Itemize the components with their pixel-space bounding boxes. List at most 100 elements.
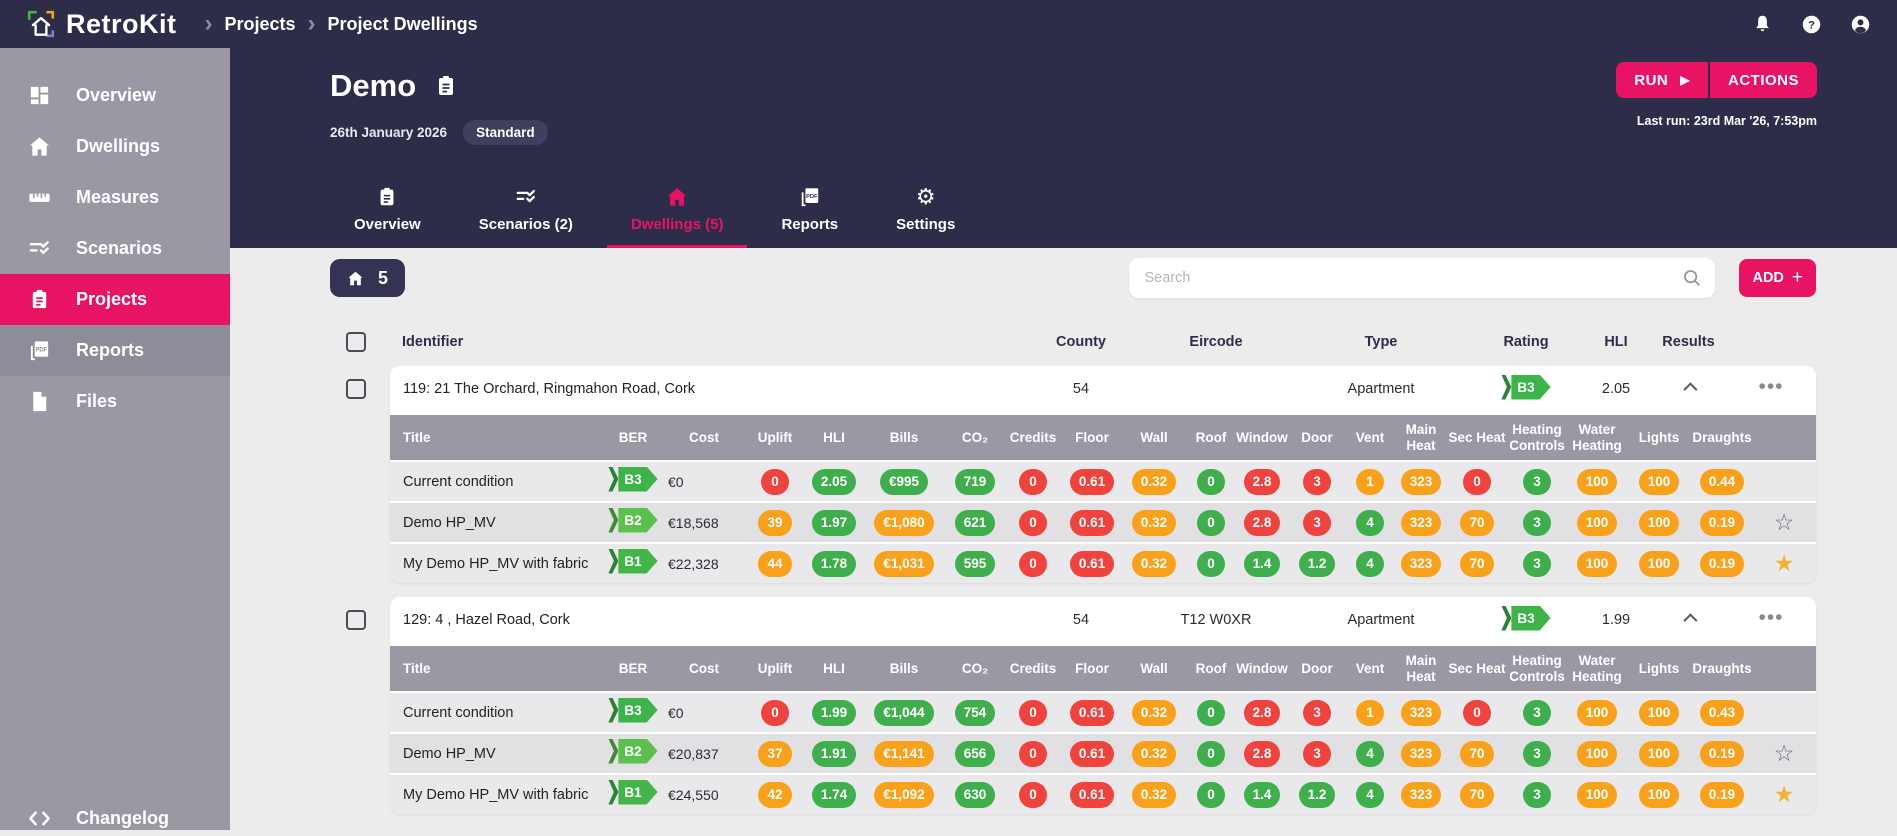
sidebar-item-overview[interactable]: Overview bbox=[0, 70, 230, 121]
tab-overview[interactable]: Overview bbox=[330, 179, 445, 248]
project-type-badge: Standard bbox=[463, 120, 548, 145]
scenario-row[interactable]: Current condition B3 €001.99€1,04475400.… bbox=[390, 691, 1816, 732]
metric-pill: 70 bbox=[1460, 782, 1493, 808]
project-header: Demo 26th January 2026 Standard RUN ▶ AC… bbox=[230, 48, 1897, 248]
sidebar-item-measures[interactable]: Measures bbox=[0, 172, 230, 223]
metric-pill: 100 bbox=[1639, 700, 1680, 726]
scenario-col-header: Door bbox=[1301, 661, 1333, 676]
dwelling-summary-row[interactable]: 119: 21 The Orchard, Ringmahon Road, Cor… bbox=[390, 366, 1816, 412]
top-navbar: RetroKit › Projects › Project Dwellings … bbox=[0, 0, 1897, 48]
sidebar-item-files[interactable]: Files bbox=[0, 376, 230, 427]
metric-pill: 595 bbox=[955, 551, 996, 577]
metric-pill: 0 bbox=[1019, 782, 1047, 808]
metric-pill: 1.2 bbox=[1299, 782, 1336, 808]
breadcrumb-projects[interactable]: Projects bbox=[225, 14, 296, 35]
scenario-col-header: CO₂ bbox=[962, 430, 988, 445]
metric-pill: 0.19 bbox=[1700, 782, 1744, 808]
project-date: 26th January 2026 bbox=[330, 125, 447, 140]
metric-pill: 100 bbox=[1639, 782, 1680, 808]
tab-scenarios-2[interactable]: Scenarios (2) bbox=[455, 179, 597, 248]
favorite-star-icon[interactable]: ★ bbox=[1774, 781, 1795, 807]
row-menu-icon[interactable]: ••• bbox=[1758, 606, 1783, 629]
favorite-star-icon[interactable]: ★ bbox=[1774, 550, 1795, 576]
account-icon[interactable] bbox=[1850, 14, 1871, 35]
metric-pill: 2.8 bbox=[1244, 510, 1281, 536]
scenario-ber: B3 bbox=[608, 698, 657, 728]
metric-pill: 37 bbox=[758, 741, 791, 767]
svg-text:?: ? bbox=[1808, 19, 1815, 31]
metric-pill: 0 bbox=[1197, 510, 1225, 536]
favorite-star-icon[interactable]: ☆ bbox=[1774, 740, 1795, 766]
metric-pill: €1,044 bbox=[874, 700, 933, 726]
row-checkbox[interactable] bbox=[346, 379, 366, 399]
metric-pill: 100 bbox=[1639, 551, 1680, 577]
tab-reports[interactable]: PDF Reports bbox=[757, 179, 862, 248]
ruler-icon bbox=[26, 186, 52, 210]
sidebar-item-changelog[interactable]: Changelog bbox=[0, 800, 230, 836]
add-dwelling-button[interactable]: ADD + bbox=[1739, 259, 1816, 297]
metric-pill: 0 bbox=[1019, 700, 1047, 726]
dwelling-card: 129: 4 , Hazel Road, Cork 54 T12 W0XR Ap… bbox=[390, 597, 1816, 814]
sidebar-item-projects[interactable]: Projects bbox=[0, 274, 230, 325]
dwelling-summary-row[interactable]: 129: 4 , Hazel Road, Cork 54 T12 W0XR Ap… bbox=[390, 597, 1816, 643]
row-checkbox[interactable] bbox=[346, 610, 366, 630]
grid-icon bbox=[26, 84, 52, 108]
metric-pill: 44 bbox=[758, 551, 791, 577]
scenario-col-header: Title bbox=[390, 661, 431, 676]
metric-pill: 4 bbox=[1356, 510, 1384, 536]
run-button[interactable]: RUN ▶ bbox=[1616, 62, 1708, 98]
metric-pill: €1,141 bbox=[874, 741, 933, 767]
actions-button[interactable]: ACTIONS bbox=[1710, 62, 1817, 98]
metric-pill: 70 bbox=[1460, 551, 1493, 577]
project-clipboard-icon[interactable] bbox=[434, 74, 458, 98]
metric-pill: 3 bbox=[1523, 469, 1551, 495]
metric-pill: 0.61 bbox=[1070, 551, 1114, 577]
metric-pill: 323 bbox=[1401, 782, 1442, 808]
sidebar-item-reports[interactable]: PDF Reports bbox=[0, 325, 230, 376]
notifications-bell-icon[interactable] bbox=[1752, 14, 1773, 35]
scenario-ber: B3 bbox=[608, 467, 657, 497]
favorite-star-icon[interactable]: ☆ bbox=[1774, 509, 1795, 535]
scenario-row[interactable]: Demo HP_MV B2 €20,837371.91€1,14165600.6… bbox=[390, 732, 1816, 773]
metric-pill: 323 bbox=[1401, 700, 1442, 726]
svg-text:PDF: PDF bbox=[806, 194, 818, 200]
sidebar-item-scenarios[interactable]: Scenarios bbox=[0, 223, 230, 274]
scenario-title: My Demo HP_MV with fabric bbox=[390, 787, 588, 803]
col-header-identifier[interactable]: Identifier bbox=[390, 334, 1021, 350]
scenario-table-header: TitleBERCostUpliftHLIBillsCO₂CreditsFloo… bbox=[390, 646, 1816, 691]
tab-dwellings-5[interactable]: Dwellings (5) bbox=[607, 179, 748, 248]
clipboard-icon bbox=[26, 288, 52, 312]
scenario-col-header: Door bbox=[1301, 430, 1333, 445]
scenario-row[interactable]: My Demo HP_MV with fabric B1 €24,550421.… bbox=[390, 773, 1816, 814]
scenario-title: Current condition bbox=[390, 705, 513, 721]
tab-settings[interactable]: ⚙ Settings bbox=[872, 179, 979, 248]
search-input[interactable] bbox=[1129, 258, 1715, 298]
house-icon bbox=[26, 135, 52, 159]
dwelling-count-badge: 5 bbox=[330, 259, 405, 297]
scenario-row[interactable]: My Demo HP_MV with fabric B1 €22,328441.… bbox=[390, 542, 1816, 583]
dwelling-rating: B3 bbox=[1471, 606, 1581, 635]
scenario-col-header: Cost bbox=[689, 430, 719, 445]
select-all-checkbox[interactable] bbox=[346, 332, 366, 352]
collapse-chevron-icon[interactable] bbox=[1683, 613, 1697, 627]
scenario-row[interactable]: Demo HP_MV B2 €18,568391.97€1,08062100.6… bbox=[390, 501, 1816, 542]
scenario-col-header: Main Heat bbox=[1394, 653, 1448, 683]
search-icon[interactable] bbox=[1681, 267, 1702, 288]
help-icon[interactable]: ? bbox=[1801, 14, 1822, 35]
scenario-row[interactable]: Current condition B3 €002.05€99571900.61… bbox=[390, 460, 1816, 501]
metric-pill: 0.32 bbox=[1132, 469, 1176, 495]
row-menu-icon[interactable]: ••• bbox=[1758, 375, 1783, 398]
collapse-chevron-icon[interactable] bbox=[1683, 382, 1697, 396]
scenario-col-header: Credits bbox=[1010, 430, 1057, 445]
ber-badge: B2 bbox=[608, 508, 657, 533]
sidebar-item-dwellings[interactable]: Dwellings bbox=[0, 121, 230, 172]
scenario-col-header: Floor bbox=[1075, 430, 1109, 445]
last-run-text: Last run: 23rd Mar '26, 7:53pm bbox=[1637, 114, 1817, 128]
scenario-col-header: Draughts bbox=[1692, 661, 1751, 676]
scenario-col-header: Cost bbox=[689, 661, 719, 676]
sidebar-item-label: Scenarios bbox=[76, 238, 162, 259]
scenario-ber: B1 bbox=[608, 549, 657, 579]
metric-pill: 3 bbox=[1523, 551, 1551, 577]
scenario-col-header: Heating Controls bbox=[1506, 422, 1568, 452]
metric-pill: 100 bbox=[1577, 510, 1618, 536]
